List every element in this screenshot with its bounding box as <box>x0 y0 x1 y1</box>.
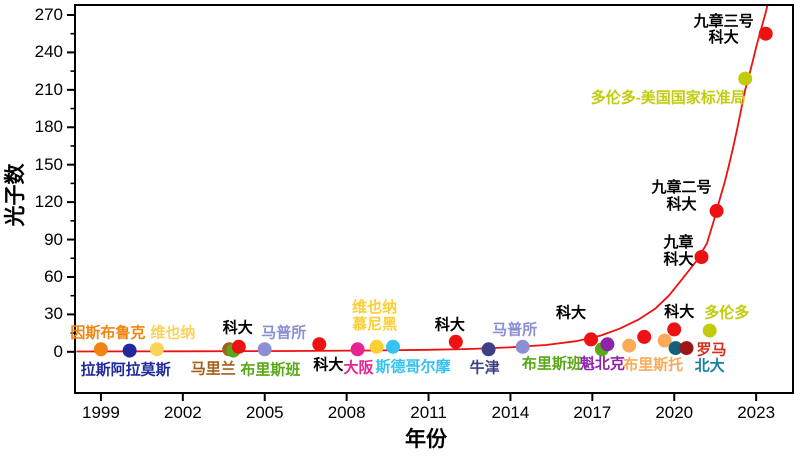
data-point <box>448 334 463 349</box>
data-point <box>702 323 717 338</box>
data-point <box>312 337 327 352</box>
data-point <box>622 338 637 353</box>
data-point <box>149 342 164 357</box>
data-point <box>709 203 724 218</box>
data-point <box>231 339 246 354</box>
y-axis-title: 光子数 <box>4 163 27 227</box>
data-point <box>600 337 615 352</box>
data-point <box>386 339 400 354</box>
data-point <box>122 343 137 358</box>
data-point <box>694 250 709 264</box>
fit-curve <box>76 5 769 353</box>
data-point <box>515 339 530 354</box>
data-point <box>758 26 773 41</box>
data-point <box>657 333 672 348</box>
data-point <box>667 322 682 337</box>
data-point <box>481 342 496 357</box>
data-point <box>257 342 272 357</box>
data-point <box>584 332 598 347</box>
data-point <box>668 341 683 356</box>
data-point <box>93 342 108 357</box>
data-point <box>738 71 753 86</box>
x-axis-title: 年份 <box>405 428 447 451</box>
plot-border <box>74 4 794 394</box>
data-point <box>350 342 365 357</box>
data-point <box>637 329 652 344</box>
data-point <box>679 341 694 356</box>
data-point <box>369 339 384 354</box>
